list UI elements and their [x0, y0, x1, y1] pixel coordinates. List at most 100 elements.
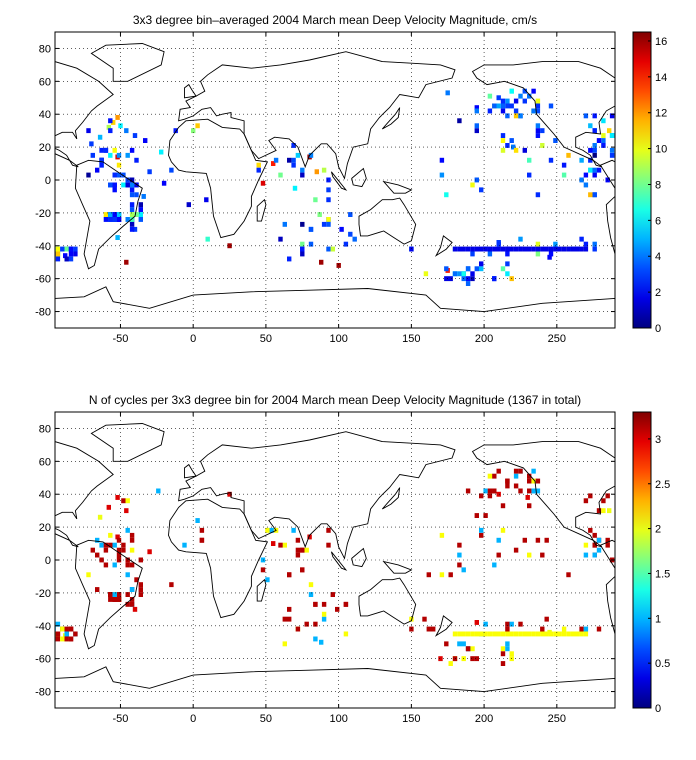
- bin-cell: [596, 508, 602, 514]
- bin-cell: [448, 661, 453, 666]
- bin-cell: [579, 236, 584, 242]
- y-tick-label: 60: [39, 456, 51, 468]
- bin-cell: [500, 138, 506, 143]
- bin-cell: [505, 113, 510, 119]
- bin-cell: [579, 246, 584, 252]
- bin-cell: [444, 276, 449, 282]
- bin-cell: [513, 547, 519, 553]
- data-cell: [496, 95, 501, 101]
- bin-cell: [125, 498, 130, 504]
- data-cell: [111, 120, 116, 125]
- bin-cell: [444, 192, 449, 198]
- bin-cell: [125, 217, 130, 222]
- data-cell: [106, 504, 111, 510]
- y-tick-label: -20: [35, 208, 51, 220]
- bin-cell: [112, 542, 117, 548]
- bin-cell: [300, 221, 305, 227]
- bin-cell: [579, 157, 584, 163]
- bin-cell: [95, 552, 100, 558]
- data-cell: [474, 620, 479, 625]
- bin-cell: [487, 488, 493, 494]
- bin-cell: [313, 601, 318, 607]
- colorbar-tick-label: 4: [655, 251, 661, 263]
- bin-cell: [592, 246, 597, 252]
- coastline: [351, 167, 367, 188]
- bin-cell: [426, 572, 431, 578]
- bin-cell: [95, 537, 100, 543]
- bin-scatter-group: [55, 88, 615, 286]
- bin-cell: [129, 147, 135, 153]
- bin-cell: [470, 182, 475, 188]
- coastline: [55, 441, 114, 548]
- bin-cell: [129, 532, 135, 538]
- bin-cell: [265, 577, 270, 583]
- bin-cell: [138, 557, 143, 563]
- colorbar-tick-label: 2: [655, 524, 661, 536]
- bin-cell: [321, 167, 327, 173]
- data-cell: [278, 172, 283, 178]
- coastline: [184, 463, 197, 479]
- bin-cell: [461, 271, 466, 277]
- data-cell: [607, 128, 612, 134]
- bin-cell: [601, 133, 606, 138]
- bin-cell: [457, 631, 462, 637]
- bin-cell: [121, 172, 126, 178]
- coastline: [178, 51, 456, 180]
- data-cell: [118, 123, 123, 129]
- bin-cell: [513, 113, 519, 119]
- bin-cell: [64, 631, 69, 637]
- bin-cell: [129, 221, 135, 227]
- bin-cell: [474, 123, 479, 129]
- bin-cell: [531, 88, 536, 94]
- bin-cell: [505, 641, 510, 647]
- bin-cell: [609, 133, 615, 138]
- bin-cell: [326, 197, 331, 203]
- bin-cell: [326, 187, 331, 193]
- bin-cell: [186, 202, 191, 208]
- bin-cell: [321, 221, 327, 227]
- bin-cell: [90, 547, 95, 553]
- bin-cell: [492, 103, 497, 109]
- bin-cell: [540, 626, 545, 632]
- x-tick-label: 150: [402, 333, 420, 345]
- bin-cell: [335, 606, 340, 612]
- bin-cell: [548, 157, 554, 163]
- bin-cell: [116, 597, 122, 602]
- data-cell: [115, 495, 120, 500]
- bin-cell: [269, 527, 274, 533]
- bin-cell: [592, 128, 597, 134]
- data-cell: [336, 263, 341, 268]
- bin-cell: [592, 143, 597, 148]
- data-cell: [132, 133, 138, 138]
- bin-cell: [129, 547, 135, 553]
- x-tick-label: 100: [329, 713, 347, 725]
- bin-cell: [588, 123, 593, 129]
- bin-cell: [173, 128, 178, 134]
- y-tick-label: 20: [39, 142, 51, 154]
- bin-cell: [129, 212, 135, 217]
- bin-cell: [518, 631, 523, 637]
- bin-cell: [470, 276, 475, 282]
- bin-cell: [583, 246, 589, 252]
- data-cell: [147, 549, 152, 555]
- bin-cell: [535, 108, 541, 114]
- bin-cell: [191, 128, 196, 134]
- bin-cell: [108, 217, 113, 222]
- bin-cell: [121, 547, 126, 553]
- coastline-group: [55, 423, 615, 708]
- bin-cell: [287, 616, 292, 622]
- bin-cell: [125, 572, 130, 578]
- bin-cell: [121, 542, 126, 548]
- bin-cell: [531, 631, 536, 637]
- bin-cell: [470, 631, 475, 637]
- bin-cell: [461, 641, 466, 647]
- data-cell: [97, 514, 103, 520]
- bin-cell: [483, 488, 488, 494]
- bin-cell: [300, 167, 305, 173]
- bin-cell: [103, 562, 109, 568]
- bin-cell: [156, 488, 161, 494]
- bin-cell: [68, 251, 74, 257]
- bin-cell: [505, 626, 510, 632]
- bin-cell: [444, 641, 449, 647]
- bin-cell: [125, 601, 130, 607]
